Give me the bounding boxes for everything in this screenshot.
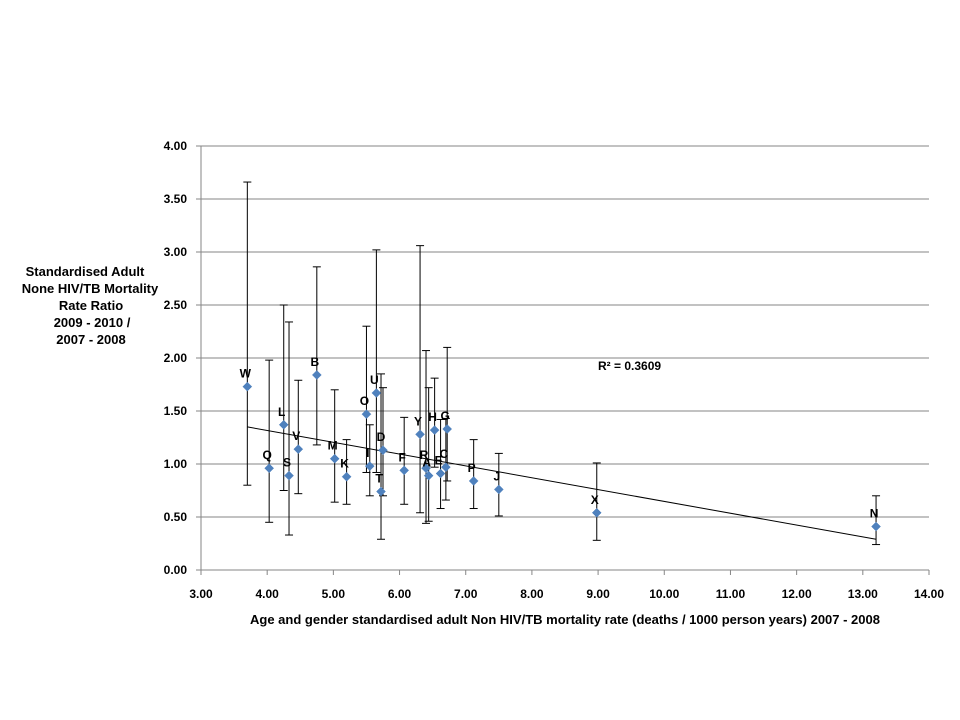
point-label-B: B	[310, 355, 319, 369]
point-label-K: K	[340, 457, 349, 471]
data-point-U	[371, 388, 382, 398]
data-point-P	[468, 476, 479, 486]
point-label-L: L	[278, 405, 285, 419]
data-point-V	[293, 444, 304, 455]
data-point-F	[399, 465, 410, 476]
data-point-R	[421, 463, 431, 474]
y-tick-labels: 0.00 0.50 1.00 1.50 2.00 2.50 3.00 3.50 4.00	[164, 139, 188, 577]
point-label-D: D	[377, 430, 386, 444]
point-label-W: W	[240, 367, 252, 381]
x-tick-label: 13.00	[848, 587, 878, 601]
y-tick-label: 2.50	[164, 298, 188, 312]
point-label-M: M	[328, 439, 338, 453]
point-label-J: J	[493, 469, 500, 483]
x-tick-label: 3.00	[189, 587, 213, 601]
data-markers	[242, 370, 881, 532]
y-axis-title-line-1: Standardised Adult	[26, 264, 145, 279]
data-point-E	[435, 468, 446, 479]
data-point-A	[423, 470, 434, 481]
point-label-F: F	[399, 450, 406, 464]
x-tick-label: 8.00	[520, 587, 544, 601]
point-label-S: S	[283, 456, 291, 470]
x-tick-label: 10.00	[649, 587, 679, 601]
y-axis-title-line-3: Rate Ratio	[59, 298, 123, 313]
error-bars	[243, 181, 881, 546]
data-point-J	[493, 484, 504, 495]
y-axis-title-line-5: 2007 - 2008	[56, 332, 125, 347]
y-tick-label: 3.50	[164, 192, 188, 206]
y-tick-label: 4.00	[164, 139, 188, 153]
y-tick-label: 1.00	[164, 457, 188, 471]
y-tick-label: 0.00	[164, 563, 188, 577]
y-tick-label: 1.50	[164, 404, 188, 418]
point-label-Y: Y	[414, 414, 422, 428]
data-point-S	[284, 470, 294, 481]
y-axis-title-line-4: 2009 - 2010 /	[54, 315, 131, 330]
x-tick-label: 12.00	[782, 587, 812, 601]
data-point-N	[871, 521, 881, 532]
x-tick-label: 14.00	[914, 587, 944, 601]
point-label-T: T	[375, 472, 383, 486]
x-tick-label: 4.00	[256, 587, 280, 601]
data-point-O	[361, 409, 372, 420]
y-tick-label: 0.50	[164, 510, 188, 524]
point-label-R: R	[420, 448, 429, 462]
data-point-G	[442, 424, 453, 434]
x-tick-label: 7.00	[454, 587, 478, 601]
data-point-L	[278, 419, 289, 430]
r-squared-label: R² = 0.3609	[598, 359, 661, 373]
y-axis-title: Standardised Adult None HIV/TB Mortality…	[22, 264, 159, 347]
point-label-C: C	[440, 447, 449, 461]
x-tick-label: 11.00	[716, 587, 746, 601]
data-point-X	[591, 507, 602, 518]
point-label-E: E	[435, 454, 443, 468]
point-label-P: P	[468, 461, 476, 475]
data-point-T	[376, 486, 386, 497]
point-label-V: V	[292, 429, 300, 443]
data-point-C	[441, 462, 451, 473]
data-point-D	[378, 445, 388, 456]
point-label-G: G	[441, 409, 450, 423]
point-label-O: O	[360, 394, 369, 408]
data-point-B	[311, 370, 322, 380]
data-point-M	[329, 453, 340, 464]
x-tick-labels: 3.00 4.00 5.00 6.00 7.00 8.00 9.00 10.00 11.00 12…	[189, 587, 944, 601]
y-axis-title-line-2: None HIV/TB Mortality	[22, 281, 159, 296]
axes	[196, 145, 930, 575]
point-label-I: I	[366, 446, 369, 460]
point-label-U: U	[370, 373, 379, 387]
x-tick-label: 9.00	[586, 587, 610, 601]
x-tick-label: 6.00	[388, 587, 412, 601]
y-tick-label: 2.00	[164, 351, 188, 365]
data-point-Y	[415, 429, 425, 440]
point-label-A: A	[422, 456, 431, 470]
data-point-K	[341, 471, 352, 482]
gridlines	[201, 145, 929, 518]
point-label-H: H	[428, 410, 437, 424]
x-tick-label: 5.00	[322, 587, 346, 601]
trendline	[247, 426, 877, 540]
x-axis-title: Age and gender standardised adult Non HI…	[250, 612, 880, 627]
point-labels: W Q L SV B MK O I U T DF Y RA H E G C P J X N	[240, 355, 879, 521]
y-tick-label: 3.00	[164, 245, 188, 259]
trendline-group	[247, 426, 877, 540]
data-point-I	[364, 461, 375, 471]
data-point-H	[429, 425, 440, 435]
point-label-X: X	[591, 493, 599, 507]
data-point-W	[242, 381, 253, 392]
point-label-N: N	[870, 507, 879, 521]
point-label-Q: Q	[262, 448, 271, 462]
data-point-Q	[264, 463, 275, 474]
